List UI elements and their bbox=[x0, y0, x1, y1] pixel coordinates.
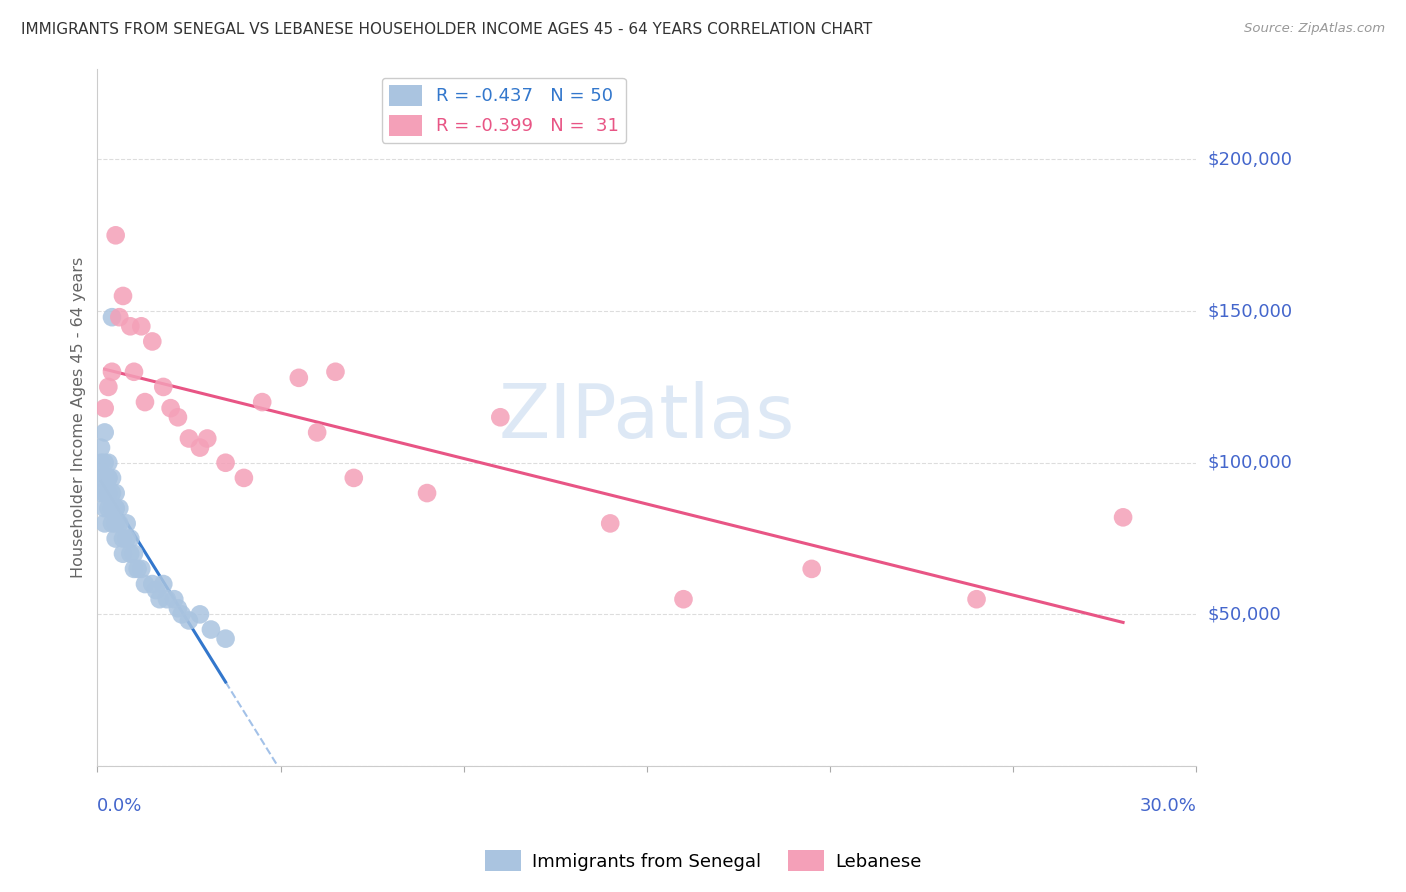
Point bbox=[101, 501, 124, 516]
Point bbox=[149, 592, 172, 607]
Point bbox=[177, 432, 200, 446]
Point bbox=[90, 456, 112, 470]
Point bbox=[672, 592, 695, 607]
Point bbox=[141, 577, 163, 591]
Point bbox=[120, 547, 142, 561]
Point bbox=[152, 380, 174, 394]
Point bbox=[104, 501, 127, 516]
Legend: Immigrants from Senegal, Lebanese: Immigrants from Senegal, Lebanese bbox=[478, 843, 928, 879]
Point bbox=[111, 532, 134, 546]
Text: $150,000: $150,000 bbox=[1208, 302, 1292, 320]
Point bbox=[122, 562, 145, 576]
Point bbox=[122, 547, 145, 561]
Point bbox=[288, 371, 311, 385]
Text: Source: ZipAtlas.com: Source: ZipAtlas.com bbox=[1244, 22, 1385, 36]
Point bbox=[1112, 510, 1135, 524]
Point bbox=[97, 471, 120, 485]
Point bbox=[250, 395, 273, 409]
Point bbox=[108, 310, 131, 325]
Point bbox=[93, 501, 115, 516]
Point bbox=[966, 592, 988, 607]
Point bbox=[104, 532, 127, 546]
Text: ZIPatlas: ZIPatlas bbox=[499, 381, 794, 454]
Point bbox=[131, 562, 153, 576]
Point bbox=[104, 501, 127, 516]
Point bbox=[104, 516, 127, 531]
Point bbox=[97, 380, 120, 394]
Point bbox=[167, 601, 190, 615]
Point bbox=[134, 395, 156, 409]
Point bbox=[93, 401, 115, 416]
Point bbox=[115, 532, 138, 546]
Point bbox=[156, 592, 179, 607]
Text: 0.0%: 0.0% bbox=[97, 797, 143, 814]
Point bbox=[599, 516, 621, 531]
Point bbox=[120, 532, 142, 546]
Point bbox=[167, 410, 190, 425]
Point bbox=[97, 486, 120, 500]
Point bbox=[90, 471, 112, 485]
Point bbox=[108, 501, 131, 516]
Point bbox=[111, 289, 134, 303]
Point bbox=[325, 365, 347, 379]
Point bbox=[93, 425, 115, 440]
Point bbox=[93, 486, 115, 500]
Point bbox=[307, 425, 329, 440]
Point bbox=[131, 319, 153, 334]
Text: IMMIGRANTS FROM SENEGAL VS LEBANESE HOUSEHOLDER INCOME AGES 45 - 64 YEARS CORREL: IMMIGRANTS FROM SENEGAL VS LEBANESE HOUS… bbox=[21, 22, 872, 37]
Point bbox=[97, 501, 120, 516]
Point bbox=[104, 228, 127, 243]
Point bbox=[97, 456, 120, 470]
Point bbox=[115, 516, 138, 531]
Point bbox=[152, 577, 174, 591]
Y-axis label: Householder Income Ages 45 - 64 years: Householder Income Ages 45 - 64 years bbox=[72, 257, 86, 578]
Text: $50,000: $50,000 bbox=[1208, 606, 1281, 624]
Point bbox=[101, 365, 124, 379]
Point bbox=[108, 516, 131, 531]
Point bbox=[90, 486, 112, 500]
Point bbox=[97, 471, 120, 485]
Point bbox=[800, 562, 823, 576]
Point bbox=[93, 456, 115, 470]
Point bbox=[214, 456, 236, 470]
Point bbox=[101, 516, 124, 531]
Legend: R = -0.437   N = 50, R = -0.399   N =  31: R = -0.437 N = 50, R = -0.399 N = 31 bbox=[382, 78, 626, 143]
Point bbox=[101, 310, 124, 325]
Text: $100,000: $100,000 bbox=[1208, 454, 1292, 472]
Point bbox=[93, 471, 115, 485]
Point bbox=[134, 577, 156, 591]
Point bbox=[200, 623, 222, 637]
Text: 30.0%: 30.0% bbox=[1139, 797, 1197, 814]
Point bbox=[159, 401, 181, 416]
Point bbox=[177, 614, 200, 628]
Point bbox=[416, 486, 439, 500]
Point bbox=[101, 486, 124, 500]
Point bbox=[188, 607, 211, 622]
Point bbox=[93, 516, 115, 531]
Point bbox=[343, 471, 366, 485]
Point bbox=[111, 547, 134, 561]
Point bbox=[232, 471, 254, 485]
Point bbox=[122, 365, 145, 379]
Text: $200,000: $200,000 bbox=[1208, 151, 1292, 169]
Point bbox=[127, 562, 149, 576]
Point bbox=[104, 486, 127, 500]
Point bbox=[214, 632, 236, 646]
Point bbox=[120, 319, 142, 334]
Point bbox=[489, 410, 512, 425]
Point bbox=[145, 583, 167, 598]
Point bbox=[90, 441, 112, 455]
Point bbox=[188, 441, 211, 455]
Point bbox=[163, 592, 186, 607]
Point bbox=[195, 432, 218, 446]
Point bbox=[141, 334, 163, 349]
Point bbox=[170, 607, 193, 622]
Point bbox=[101, 471, 124, 485]
